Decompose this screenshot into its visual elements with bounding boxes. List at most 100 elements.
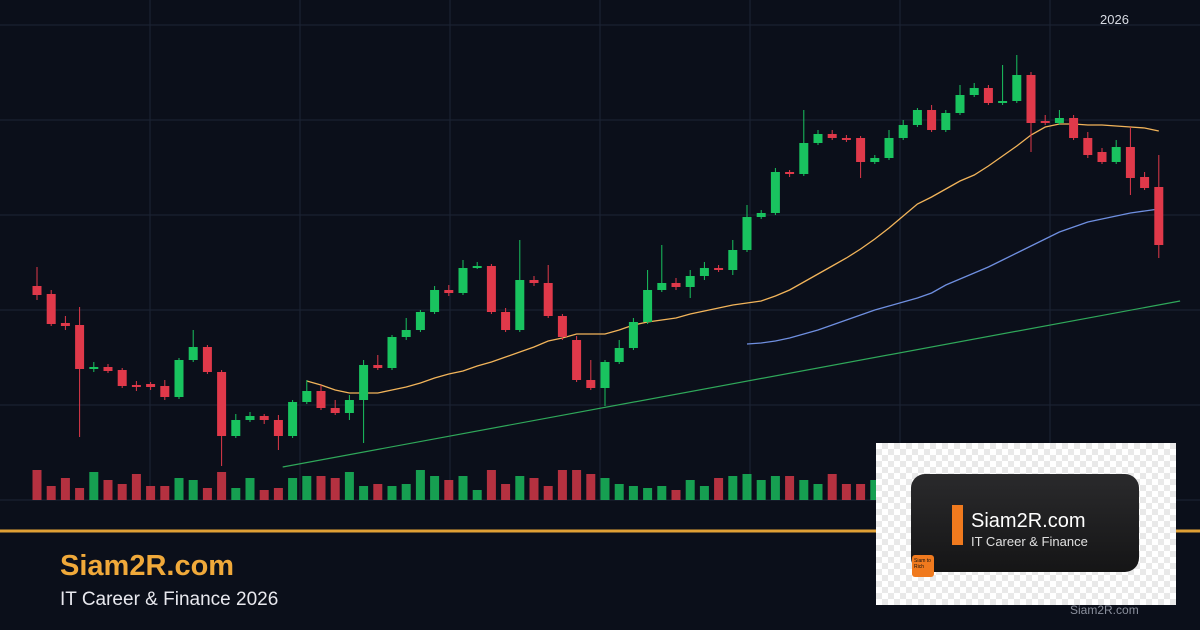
candle-body — [927, 110, 937, 130]
candle-body — [1140, 177, 1150, 188]
volume-bar — [430, 476, 440, 500]
candle-body — [330, 408, 340, 413]
logo-bar — [952, 505, 963, 545]
volume-bar — [444, 480, 454, 500]
trendline — [282, 300, 1181, 468]
candle-body — [841, 138, 851, 140]
candle-body — [302, 391, 312, 402]
volume-bar — [799, 480, 809, 500]
candle-body — [373, 365, 383, 368]
watermark: Siam2R.com — [1070, 603, 1139, 617]
candle-body — [486, 266, 496, 312]
volume-bar — [557, 470, 567, 500]
candle-body — [572, 340, 582, 380]
candle-body — [259, 416, 269, 420]
volume-bar — [813, 484, 823, 500]
candle-body — [472, 266, 482, 268]
candle-body — [444, 290, 454, 293]
candle-body — [458, 268, 468, 293]
candle-body — [1069, 118, 1079, 138]
candle-body — [742, 217, 752, 250]
site-title: Siam2R.com — [60, 550, 235, 582]
candle-body — [1083, 138, 1093, 155]
logo-badge: Siam to Rich — [912, 555, 934, 577]
candle-body — [983, 88, 993, 103]
lines — [282, 123, 1181, 468]
candle-body — [614, 348, 624, 362]
volume-bar — [643, 488, 653, 500]
candle-body — [415, 312, 425, 330]
ma-line — [306, 123, 1159, 394]
candle-body — [89, 367, 99, 369]
candle-body — [586, 380, 596, 388]
candle-body — [657, 283, 667, 290]
candle-body — [515, 280, 525, 330]
volume-bar — [827, 474, 837, 500]
volume-bar — [770, 476, 780, 500]
candle-body — [998, 101, 1008, 103]
volume-bar — [728, 476, 738, 500]
candle-body — [1012, 75, 1022, 101]
candle-body — [344, 400, 354, 413]
candle-body — [160, 386, 170, 397]
candle-body — [756, 213, 766, 217]
candle-body — [1111, 147, 1121, 162]
candle-body — [600, 362, 610, 388]
candle-body — [1125, 147, 1135, 178]
candle-body — [941, 113, 951, 130]
volume-bar — [586, 474, 596, 500]
candle-body — [685, 276, 695, 287]
volume-bar — [785, 476, 795, 500]
candle-body — [217, 372, 227, 436]
candle-body — [359, 365, 369, 400]
volume-bar — [486, 470, 496, 500]
candles — [32, 55, 1164, 466]
candle-body — [146, 384, 156, 387]
year-label: 2026 — [1100, 12, 1129, 27]
volume-bar — [288, 478, 298, 500]
candle-body — [1097, 152, 1107, 162]
volume-bar — [273, 488, 283, 500]
volume-bar — [458, 476, 468, 500]
candle-body — [1026, 75, 1036, 123]
candle-body — [501, 312, 511, 330]
candle-body — [628, 322, 638, 348]
volume-bar — [373, 484, 383, 500]
candle-body — [117, 370, 127, 386]
candle-body — [955, 95, 965, 113]
volume-bar — [103, 480, 113, 500]
volume-bar — [131, 474, 141, 500]
volume-bar — [401, 484, 411, 500]
volume-bar — [415, 470, 425, 500]
grid — [0, 0, 1200, 501]
volume-bar — [529, 478, 539, 500]
logo-card: Siam2R.com IT Career & Finance Siam to R… — [876, 443, 1176, 605]
volume-bar — [600, 478, 610, 500]
volume-bar — [756, 480, 766, 500]
volume-bar — [870, 480, 880, 500]
volume-bar — [515, 476, 525, 500]
site-subtitle: IT Career & Finance 2026 — [60, 589, 279, 610]
volume-bar — [572, 470, 582, 500]
volume-bar — [32, 470, 42, 500]
candle-body — [75, 325, 85, 369]
volume-bar — [543, 486, 553, 500]
volume-bar — [714, 478, 724, 500]
volume-bar — [657, 486, 667, 500]
candle-body — [884, 138, 894, 158]
candle-body — [799, 143, 809, 174]
candle-body — [827, 134, 837, 138]
volume-bar — [614, 484, 624, 500]
volume-bar — [259, 490, 269, 500]
candle-body — [671, 283, 681, 287]
candle-body — [288, 402, 298, 436]
volume-bar — [671, 490, 681, 500]
candle-body — [131, 385, 141, 387]
volume-bar — [344, 472, 354, 500]
candle-body — [231, 420, 241, 436]
candle-body — [1154, 187, 1164, 245]
candle-body — [643, 290, 653, 322]
volume-bar — [841, 484, 851, 500]
candle-body — [714, 268, 724, 270]
candle-body — [202, 347, 212, 372]
